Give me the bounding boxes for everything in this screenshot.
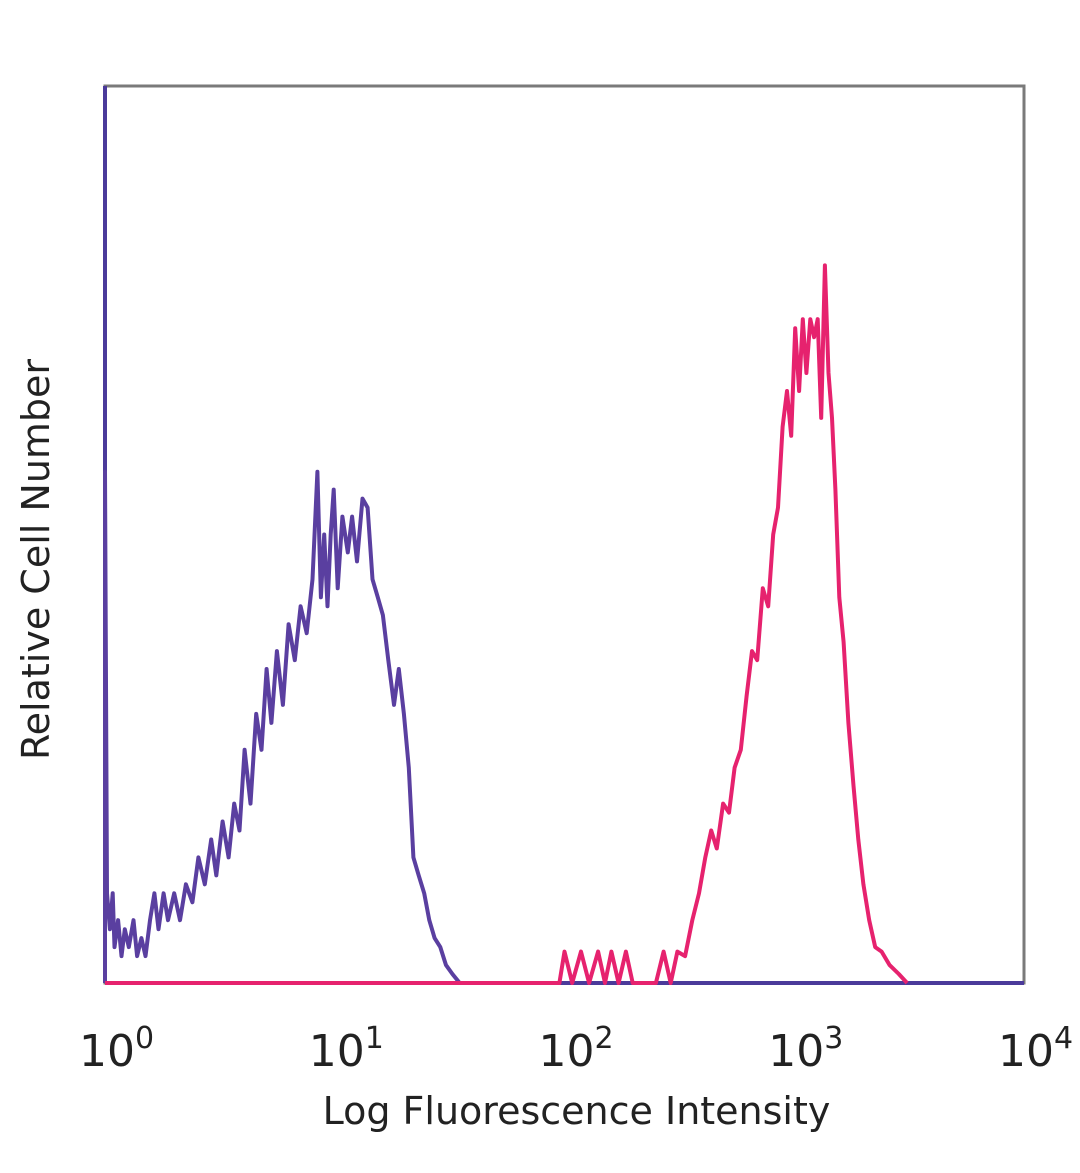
x-tick-label-0: 100 [79,1021,154,1077]
x-tick-label-1: 101 [309,1021,384,1077]
series-line-2 [105,263,909,985]
y-axis-title: Relative Cell Number [14,359,58,760]
series-line-1 [103,469,462,985]
x-tick-label-4: 104 [998,1021,1073,1077]
plot-frame [103,84,1026,985]
x-axis-title: Log Fluorescence Intensity [323,1089,831,1133]
series-layer [103,263,909,985]
x-tick-label-3: 103 [768,1021,843,1077]
x-tick-label-2: 102 [539,1021,614,1077]
x-tick-labels: 100 101 102 103 104 [79,1021,1073,1077]
